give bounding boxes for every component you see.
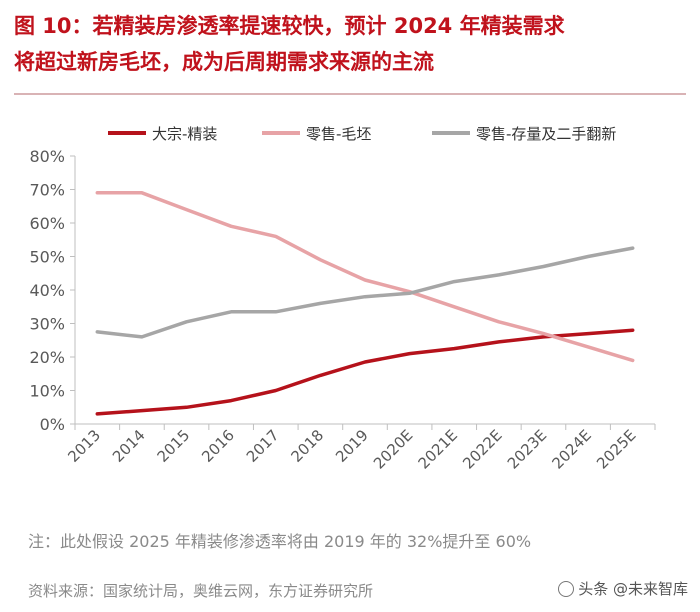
series-lines	[95, 191, 635, 416]
axes: 0%10%20%30%40%50%60%70%80%2013 2014 2015 20…	[29, 147, 656, 473]
x-tick-label: 2020E	[370, 426, 416, 472]
watermark-text: 头条 @未来智库	[578, 580, 688, 598]
series-line-2	[95, 191, 635, 363]
footnote: 注：此处假设 2025 年精装修渗透率将由 2019 年的 32%提升至 60%	[28, 532, 532, 551]
y-tick-label: 20%	[29, 348, 65, 367]
y-tick-label: 40%	[29, 281, 65, 300]
title-line-1: 图 10：若精装房渗透率提速较快，预计 2024 年精装需求	[14, 14, 565, 38]
legend-label-1: 大宗-精装	[152, 125, 217, 143]
x-tick-label: 2013	[64, 426, 104, 466]
x-tick-label: 2025E	[593, 426, 639, 472]
x-tick-label: 2018	[287, 426, 327, 466]
y-tick-label: 30%	[29, 315, 65, 334]
x-tick-label: 2019	[332, 426, 372, 466]
y-tick-label: 60%	[29, 214, 65, 233]
y-tick-label: 0%	[40, 415, 65, 434]
source-text: 资料来源：国家统计局，奥维云网，东方证券研究所	[28, 582, 374, 600]
x-tick-label: 2017	[243, 426, 283, 466]
series-line-1	[95, 328, 635, 416]
title-line-2: 将超过新房毛坯，成为后周期需求来源的主流	[14, 50, 434, 74]
x-tick-label: 2021E	[415, 426, 461, 472]
y-tick-label: 10%	[29, 382, 65, 401]
title-divider	[14, 93, 686, 95]
x-tick-label: 2023E	[504, 426, 550, 472]
y-tick-label: 70%	[29, 181, 65, 200]
y-tick-label: 50%	[29, 248, 65, 267]
x-tick-label: 2022E	[459, 426, 505, 472]
legend-label-2: 零售-毛坯	[306, 125, 371, 143]
legend: 大宗-精装 零售-毛坯 零售-存量及二手翻新	[108, 125, 616, 143]
x-tick-label: 2015	[154, 426, 194, 466]
x-tick-label: 2024E	[548, 426, 594, 472]
figure-title: 图 10：若精装房渗透率提速较快，预计 2024 年精装需求 将超过新房毛坯，成…	[14, 8, 694, 80]
legend-label-3: 零售-存量及二手翻新	[476, 125, 616, 143]
series-line-3	[95, 246, 635, 339]
y-tick-label: 80%	[29, 147, 65, 166]
x-tick-label: 2016	[198, 426, 238, 466]
watermark: 头条 @未来智库	[558, 578, 688, 599]
line-chart: 大宗-精装 零售-毛坯 零售-存量及二手翻新 0% 10% 20% 30% 40% 50% 60…	[29, 125, 656, 473]
watermark-icon	[558, 580, 575, 597]
x-tick-label: 2014	[109, 426, 149, 466]
